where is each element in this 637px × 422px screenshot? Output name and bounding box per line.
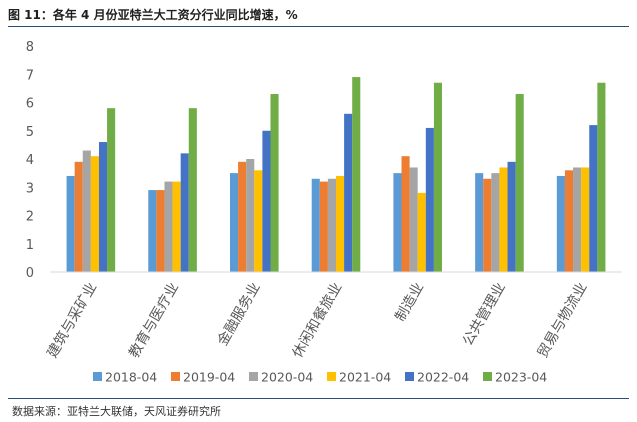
bar: [425, 127, 434, 273]
bar: [74, 161, 83, 272]
bar: [597, 82, 606, 272]
y-tick-label: 5: [26, 125, 34, 140]
bar: [344, 113, 353, 272]
bar: [564, 170, 574, 272]
bar: [483, 178, 492, 272]
x-tick-label: 制造业: [392, 280, 427, 324]
legend-label: 2018-04: [105, 370, 157, 385]
y-tick-label: 2: [26, 210, 34, 225]
bar: [82, 150, 91, 272]
x-tick-label: 休闲和餐旅业: [290, 280, 346, 361]
y-axis-ticks: 0 1 2 3 4 5 6 7 8: [26, 40, 34, 281]
source-row: 数据来源：亚特兰大联储，天风证券研究所: [12, 402, 221, 420]
x-tick-label: 贸易与物流业: [535, 280, 591, 361]
y-tick-label: 8: [26, 40, 34, 55]
bar: [229, 173, 239, 273]
x-tick-label: 金融服务业: [215, 280, 264, 349]
legend-swatch: [405, 372, 414, 381]
bar: [433, 82, 443, 272]
bar: [66, 175, 75, 272]
y-tick-label: 4: [26, 153, 34, 168]
legend-swatch: [171, 372, 180, 381]
legend-swatch: [249, 372, 258, 381]
bar: [156, 190, 165, 272]
bar: [556, 175, 565, 272]
bar: [573, 167, 582, 272]
bar: [589, 125, 598, 272]
bar: [417, 192, 426, 272]
bar: [319, 181, 328, 272]
y-tick-label: 6: [26, 97, 34, 112]
bar: [90, 156, 99, 272]
bar: [164, 181, 173, 272]
legend-label: 2019-04: [183, 370, 235, 385]
bar: [246, 159, 255, 272]
bar: [336, 175, 345, 272]
bar: [188, 108, 197, 273]
bar: [107, 108, 116, 273]
bar: [262, 130, 271, 272]
bar: [238, 161, 247, 272]
bar: [98, 142, 108, 272]
bar: [172, 181, 181, 272]
x-tick-label: 教育与医疗业: [126, 280, 182, 361]
bar: [581, 167, 590, 272]
bar: [148, 190, 157, 272]
y-tick-label: 7: [26, 68, 34, 83]
bar: [409, 167, 418, 272]
bars: [66, 77, 606, 273]
figure-title-row: 图 11：各年 4 月份亚特兰大工资分行业同比增速，%: [8, 4, 629, 24]
bar: [491, 173, 500, 273]
legend-label: 2022-04: [417, 370, 469, 385]
legend-label: 2023-04: [495, 370, 547, 385]
legend-swatch: [483, 372, 492, 381]
bar: [515, 94, 524, 272]
bar: [254, 170, 263, 272]
title-rule: [8, 26, 629, 27]
legend-swatch: [93, 372, 102, 381]
bar: [352, 77, 361, 272]
bar: [507, 161, 516, 272]
y-tick-label: 3: [26, 181, 34, 196]
x-tick-label: 公共管理业: [460, 280, 509, 349]
bar: [475, 173, 484, 273]
legend-swatch: [327, 372, 336, 381]
x-tick-label: 建筑与采矿业: [44, 280, 100, 361]
x-axis-labels: 建筑与采矿业 教育与医疗业 金融服务业 休闲和餐旅业 制造业 公共管理业 贸易与物流业: [44, 280, 590, 361]
figure-title: 图 11：各年 4 月份亚特兰大工资分行业同比增速，%: [8, 7, 298, 22]
y-tick-label: 0: [26, 266, 34, 281]
bar: [401, 156, 410, 272]
source-rule: [8, 398, 629, 399]
bar: [180, 153, 189, 272]
bar: [270, 94, 279, 272]
bar: [499, 167, 508, 272]
source-note: 数据来源：亚特兰大联储，天风证券研究所: [12, 405, 221, 418]
bar: [327, 178, 336, 272]
legend-label: 2020-04: [261, 370, 313, 385]
y-tick-label: 1: [26, 238, 34, 253]
bar: [393, 173, 402, 273]
bar: [311, 178, 320, 272]
legend-label: 2021-04: [339, 370, 391, 385]
legend: 2018-04 2019-04 2020-04 2021-04 2022-04 2023-…: [93, 370, 547, 385]
bar-chart: 0 1 2 3 4 5 6 7 8 建筑与采矿业 教育与医疗业 金融服务业 休闲和餐旅业 制造业 公共管理…: [26, 40, 622, 385]
